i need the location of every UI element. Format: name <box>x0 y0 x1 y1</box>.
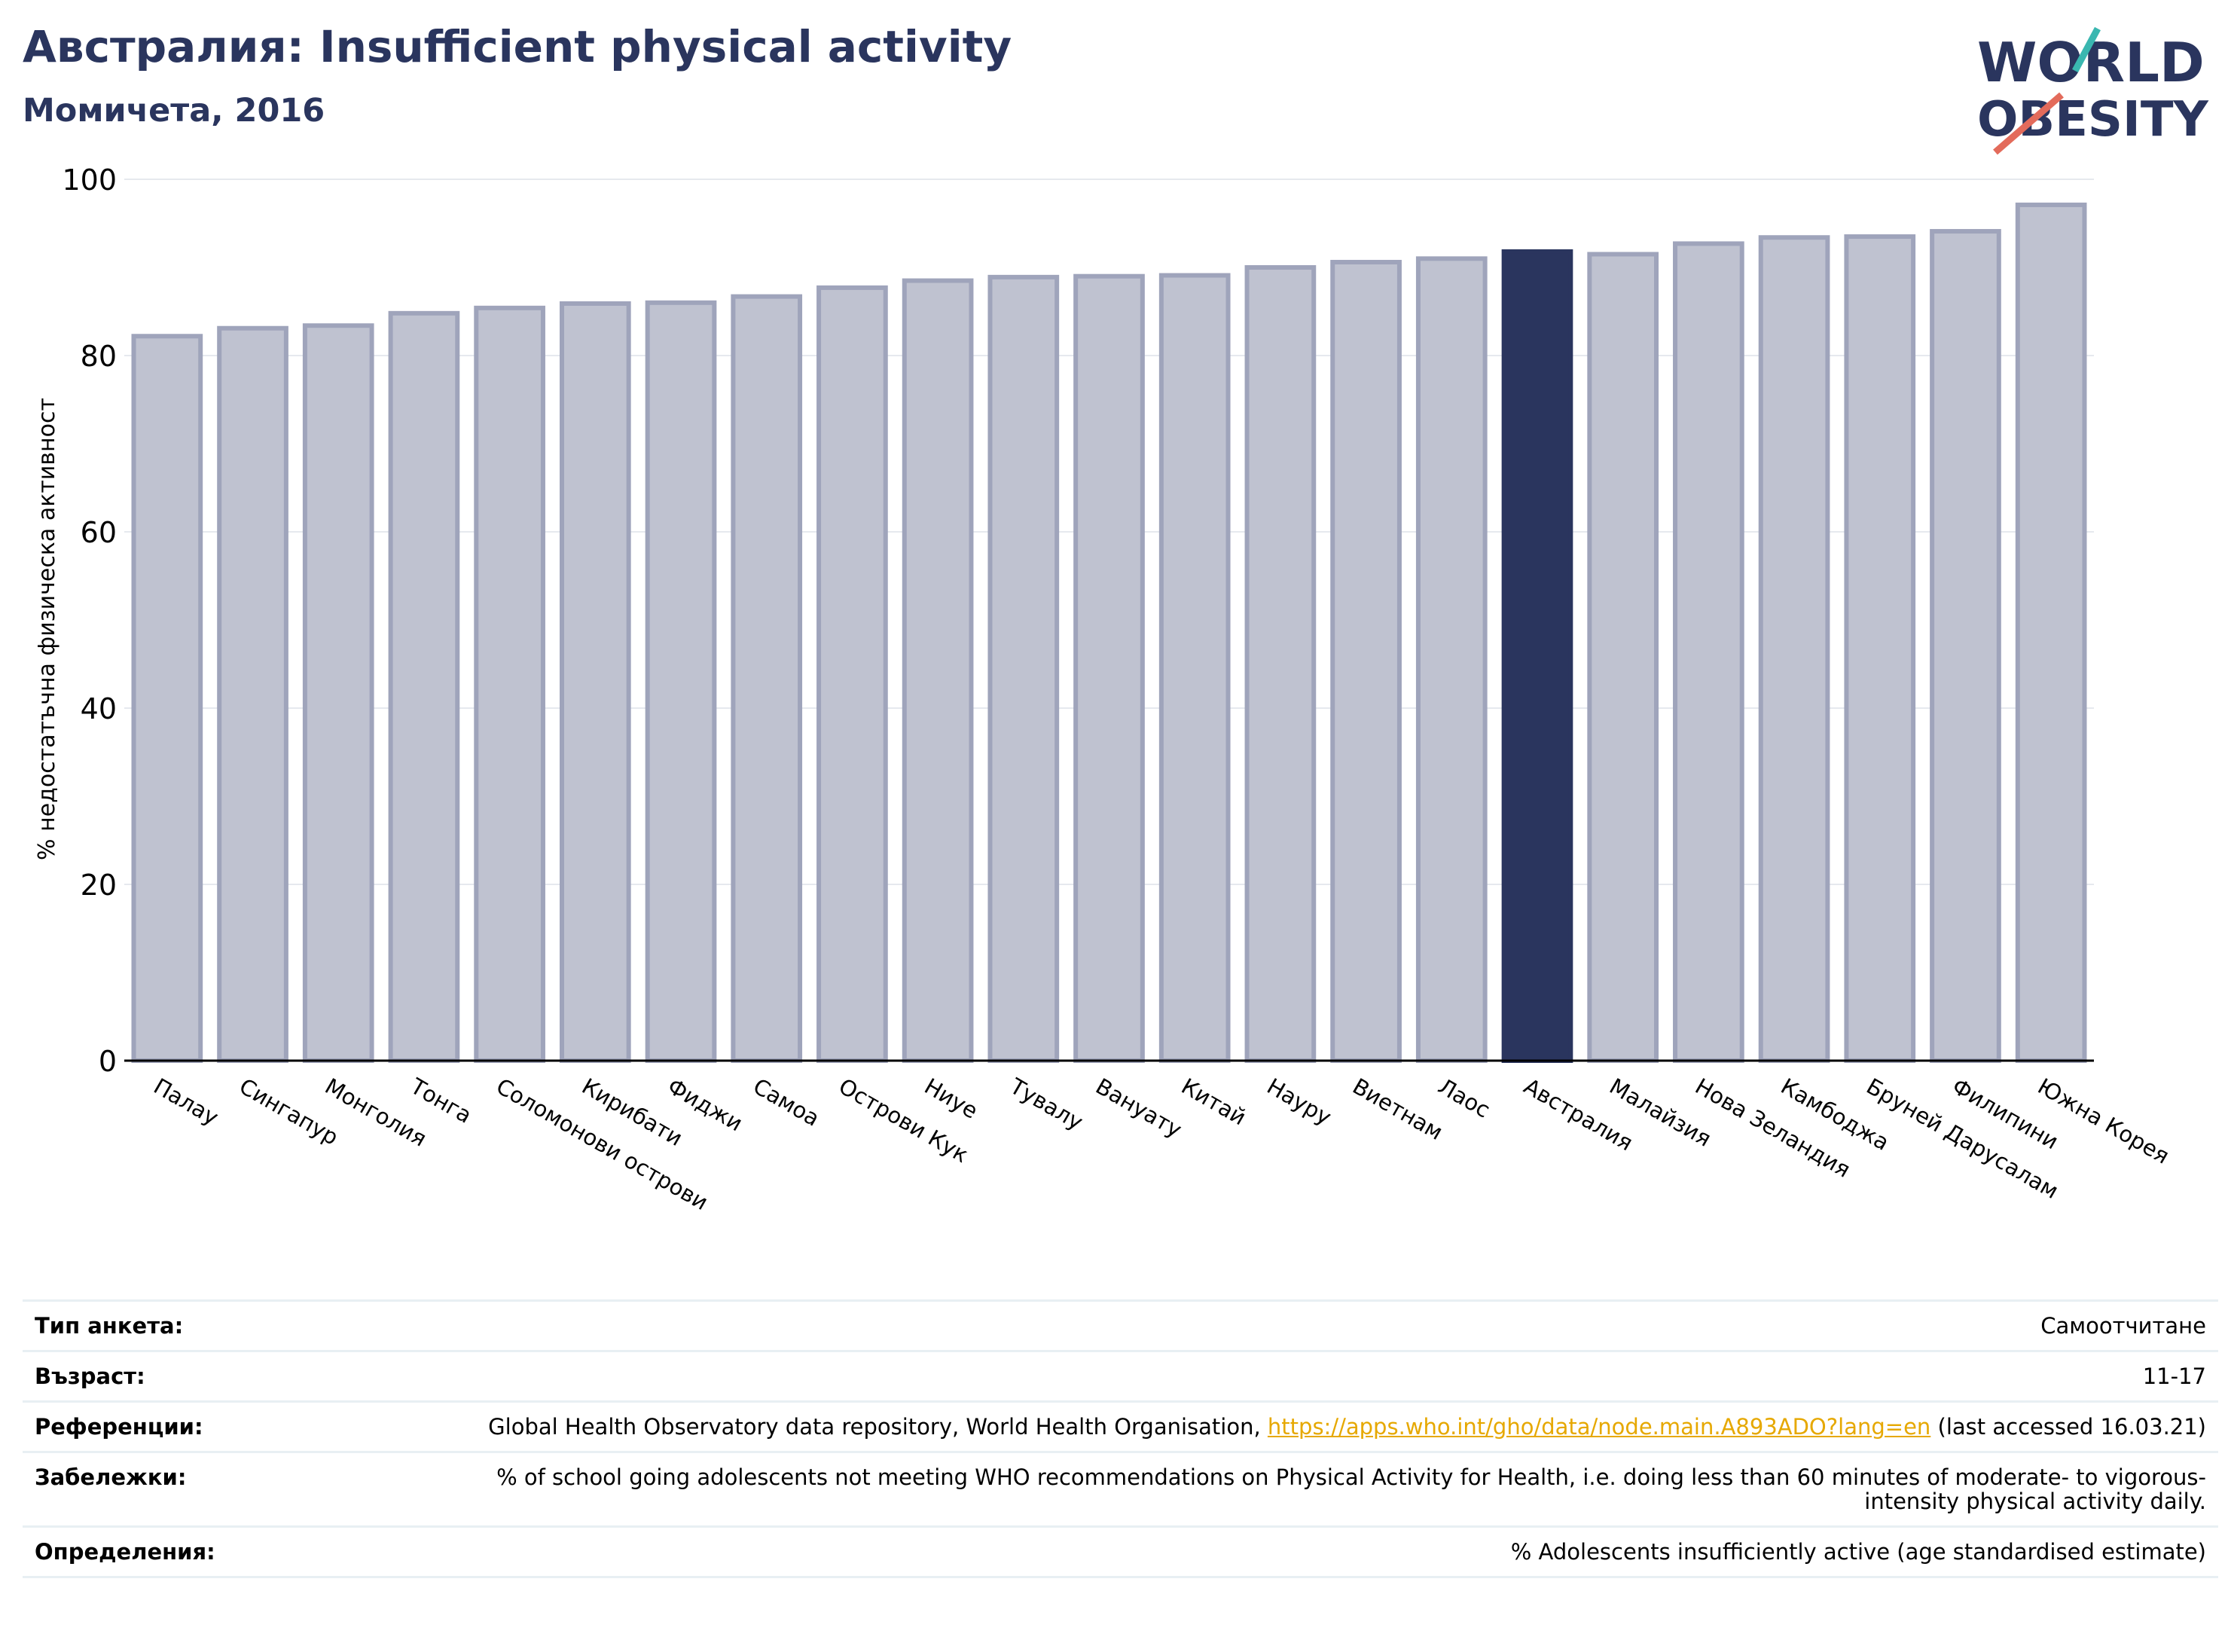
survey-type-label: Тип анкета: <box>23 1299 438 1352</box>
info-row-notes: Забележки: % of school going adolescents… <box>23 1451 2218 1528</box>
info-row-age: Възраст: 11-17 <box>23 1350 2218 1403</box>
y-tick-label: 40 <box>81 692 117 725</box>
references-text: Global Health Observatory data repositor… <box>488 1414 1268 1440</box>
bar <box>902 278 974 1063</box>
y-tick-label: 0 <box>99 1045 117 1078</box>
bar <box>1758 235 1830 1064</box>
bar <box>1930 229 2001 1063</box>
bar-highlight <box>1501 249 1573 1064</box>
y-tick-labels: 0 20 40 60 80 100 <box>62 163 117 1078</box>
bar <box>1587 252 1659 1064</box>
bar <box>388 310 460 1063</box>
x-tick-label: Лаос <box>1434 1073 1494 1123</box>
x-tick-label: Южна Корея <box>2034 1073 2174 1169</box>
bar <box>1844 234 1916 1063</box>
y-axis-label: % недостатъчна физическа активност <box>34 398 60 860</box>
page-title: Австралия: Insufficient physical activit… <box>23 21 1012 72</box>
bar <box>559 301 631 1064</box>
references-after: (last accessed 16.03.21) <box>1930 1414 2207 1440</box>
bar <box>1158 273 1231 1063</box>
age-value: 11-17 <box>438 1350 2218 1403</box>
x-tick-label: Самоа <box>749 1073 824 1131</box>
x-tick-label: Тонга <box>406 1073 477 1128</box>
logo-slash-coral <box>1993 92 2064 155</box>
x-tick-label: Палау <box>149 1073 223 1131</box>
y-tick-label: 80 <box>81 340 117 373</box>
logo-slash-teal <box>2072 26 2101 73</box>
info-row-definitions: Определения: % Adolescents insufficientl… <box>23 1525 2218 1578</box>
bar <box>987 274 1060 1063</box>
bar <box>731 294 803 1063</box>
bar <box>645 300 717 1063</box>
bar <box>217 325 288 1064</box>
notes-label: Забележки: <box>23 1451 438 1528</box>
bar <box>1330 259 1402 1064</box>
x-tick-label: Ниуе <box>920 1073 983 1124</box>
references-value: Global Health Observatory data repositor… <box>438 1400 2218 1453</box>
bar <box>131 334 203 1063</box>
info-row-survey: Тип анкета: Самоотчитане <box>23 1299 2218 1352</box>
bar <box>816 285 888 1063</box>
y-tick-label: 20 <box>81 869 117 902</box>
x-tick-label: Вануату <box>1091 1073 1186 1143</box>
definitions-label: Определения: <box>23 1525 438 1578</box>
x-tick-label: Нова Зеландия <box>1691 1073 1855 1183</box>
bar <box>1244 265 1317 1063</box>
x-tick-label: Китай <box>1177 1073 1250 1131</box>
bar <box>1415 256 1488 1063</box>
world-obesity-logo: WORLD OBESITY <box>1977 26 2208 155</box>
bar <box>2015 202 2087 1063</box>
bar <box>1673 241 1744 1063</box>
age-label: Възраст: <box>23 1350 438 1403</box>
x-tick-label: Виетнам <box>1348 1073 1447 1145</box>
bar <box>1073 273 1145 1064</box>
x-tick-label: Тувалу <box>1005 1073 1087 1135</box>
y-tick-label: 100 <box>62 163 117 197</box>
bars <box>131 202 2087 1064</box>
info-table: Тип анкета: Самоотчитане Възраст: 11-17 … <box>23 1299 2218 1578</box>
references-label: Референции: <box>23 1400 438 1453</box>
references-link[interactable]: https://apps.who.int/gho/data/node.main.… <box>1267 1414 1931 1440</box>
definitions-value: % Adolescents insufficiently active (age… <box>438 1525 2218 1578</box>
x-tick-label: Науру <box>1262 1073 1335 1131</box>
y-tick-label: 60 <box>81 516 117 549</box>
info-row-references: Референции: Global Health Observatory da… <box>23 1400 2218 1453</box>
bar <box>302 323 374 1064</box>
survey-type-value: Самоотчитане <box>438 1299 2218 1352</box>
notes-value: % of school going adolescents not meetin… <box>438 1451 2218 1528</box>
page-subtitle: Момичета, 2016 <box>23 92 325 130</box>
bar <box>474 305 545 1063</box>
